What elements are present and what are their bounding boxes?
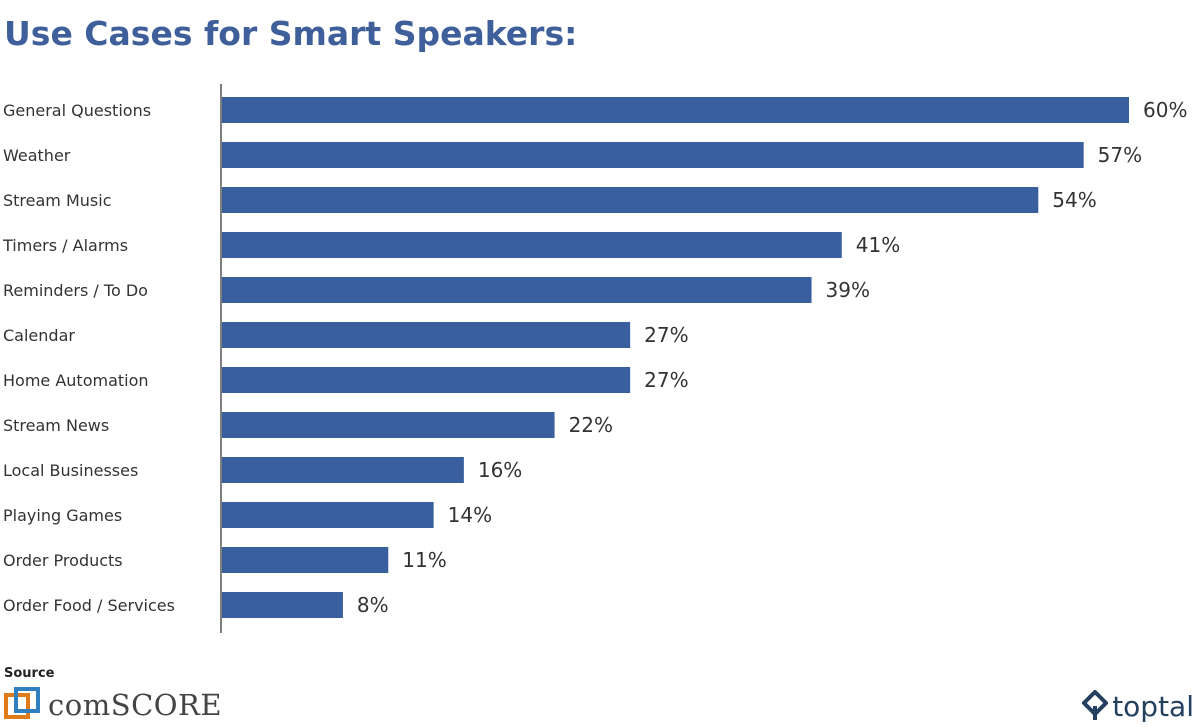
category-label: General Questions: [3, 101, 151, 120]
category-label: Calendar: [3, 326, 75, 345]
value-label: 57%: [1098, 143, 1142, 167]
category-label: Reminders / To Do: [3, 281, 148, 300]
comscore-mark-icon: [4, 687, 40, 719]
toptal-logo: toptal: [1082, 688, 1194, 724]
value-label: 54%: [1052, 188, 1096, 212]
source-label: Source: [4, 666, 55, 681]
category-label: Timers / Alarms: [2, 236, 128, 255]
category-label: Weather: [3, 146, 71, 165]
category-label: Local Businesses: [3, 461, 138, 480]
value-label: 27%: [644, 368, 688, 392]
chart-title: Use Cases for Smart Speakers:: [4, 14, 578, 53]
bar-chart: General Questions 60% Weather 57% Stream Mus…: [2, 84, 1187, 633]
category-label: Stream Music: [3, 191, 112, 210]
category-label: Order Products: [3, 551, 123, 570]
bar: [222, 547, 389, 573]
comscore-logo: comSCORE: [4, 686, 222, 724]
category-label: Playing Games: [3, 506, 122, 525]
toptal-mark-icon: [1082, 690, 1109, 720]
bar: [222, 142, 1084, 168]
bar: [222, 187, 1039, 213]
bar: [222, 457, 464, 483]
bar: [222, 502, 434, 528]
value-label: 60%: [1143, 98, 1187, 122]
category-label: Home Automation: [3, 371, 149, 390]
value-label: 16%: [478, 458, 522, 482]
value-label: 14%: [448, 503, 492, 527]
comscore-logo-text: comSCORE: [48, 688, 223, 722]
bar: [222, 367, 631, 393]
bar: [222, 232, 842, 258]
bar: [222, 322, 631, 348]
value-label: 22%: [569, 413, 613, 437]
bar: [222, 412, 555, 438]
value-label: 39%: [826, 278, 870, 302]
toptal-logo-text: toptal: [1112, 689, 1194, 723]
bar: [222, 97, 1129, 123]
value-label: 8%: [357, 593, 389, 617]
value-label: 41%: [856, 233, 900, 257]
value-label: 11%: [402, 548, 446, 572]
category-label: Order Food / Services: [3, 596, 175, 615]
bar: [222, 592, 343, 618]
value-label: 27%: [644, 323, 688, 347]
category-label: Stream News: [3, 416, 109, 435]
bar: [222, 277, 812, 303]
